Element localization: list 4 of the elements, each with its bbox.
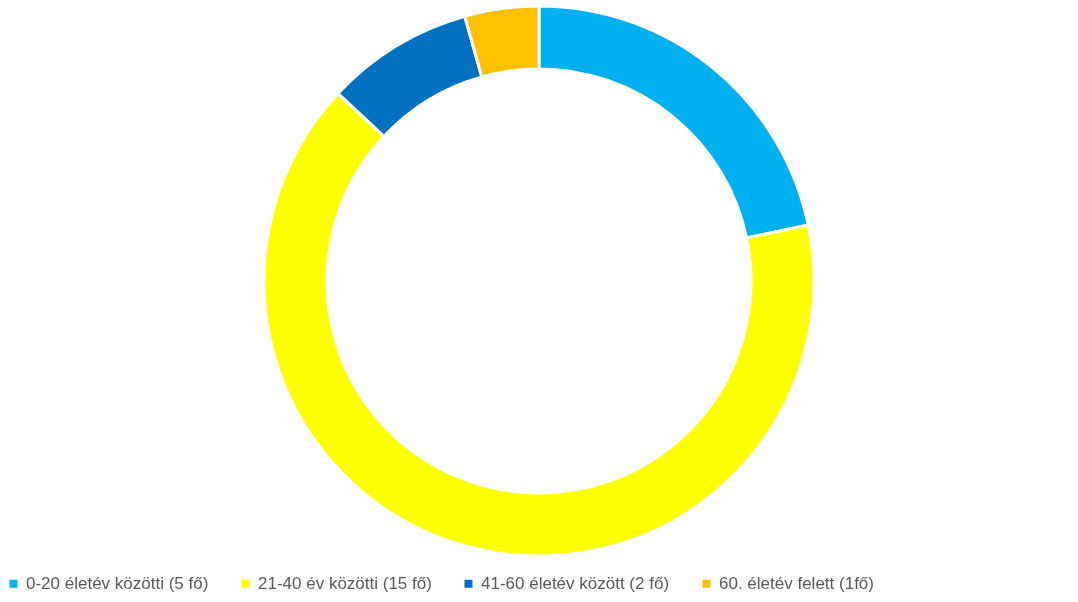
legend-label: 41-60 életév között (2 fő) <box>481 573 670 593</box>
legend-label: 60. életév felett (1fő) <box>719 573 874 593</box>
legend-label: 21-40 év közötti (15 fő) <box>258 573 432 593</box>
legend-label: 0-20 életév közötti (5 fő) <box>26 573 209 593</box>
